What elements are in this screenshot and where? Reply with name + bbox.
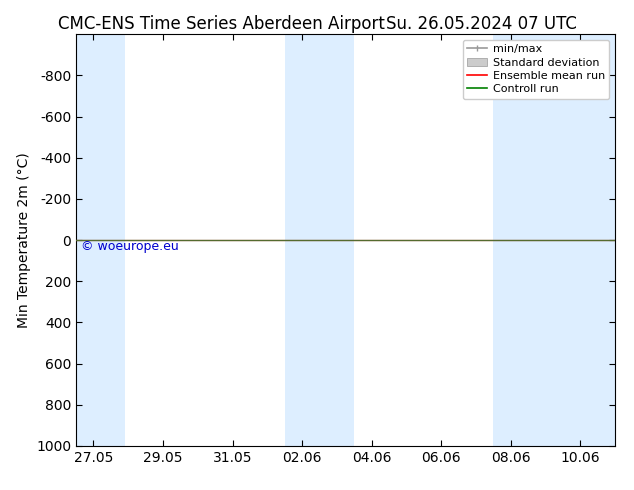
- Text: © woeurope.eu: © woeurope.eu: [81, 240, 179, 253]
- Text: CMC-ENS Time Series Aberdeen Airport: CMC-ENS Time Series Aberdeen Airport: [58, 15, 385, 33]
- Y-axis label: Min Temperature 2m (°C): Min Temperature 2m (°C): [16, 152, 30, 328]
- Bar: [285, 34, 354, 446]
- Text: Su. 26.05.2024 07 UTC: Su. 26.05.2024 07 UTC: [386, 15, 578, 33]
- Legend: min/max, Standard deviation, Ensemble mean run, Controll run: min/max, Standard deviation, Ensemble me…: [463, 40, 609, 99]
- Bar: [493, 34, 615, 446]
- Bar: [76, 34, 125, 446]
